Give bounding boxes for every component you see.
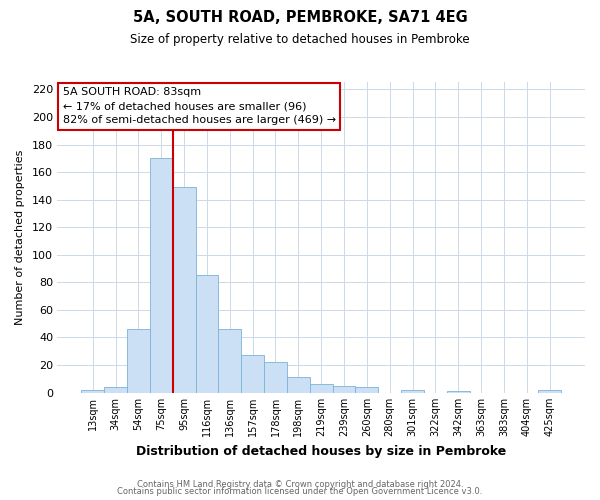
Text: Contains public sector information licensed under the Open Government Licence v3: Contains public sector information licen…	[118, 487, 482, 496]
Bar	[332, 386, 355, 392]
Bar	[287, 378, 310, 392]
Bar	[264, 362, 287, 392]
Bar	[196, 276, 218, 392]
Bar	[310, 384, 332, 392]
X-axis label: Distribution of detached houses by size in Pembroke: Distribution of detached houses by size …	[136, 444, 506, 458]
Bar	[447, 391, 470, 392]
Bar	[401, 390, 424, 392]
Y-axis label: Number of detached properties: Number of detached properties	[15, 150, 25, 325]
Text: Size of property relative to detached houses in Pembroke: Size of property relative to detached ho…	[130, 32, 470, 46]
Bar	[241, 356, 264, 393]
Text: 5A, SOUTH ROAD, PEMBROKE, SA71 4EG: 5A, SOUTH ROAD, PEMBROKE, SA71 4EG	[133, 10, 467, 25]
Text: Contains HM Land Registry data © Crown copyright and database right 2024.: Contains HM Land Registry data © Crown c…	[137, 480, 463, 489]
Bar	[150, 158, 173, 392]
Bar	[173, 188, 196, 392]
Bar	[104, 387, 127, 392]
Bar	[127, 329, 150, 392]
Text: 5A SOUTH ROAD: 83sqm
← 17% of detached houses are smaller (96)
82% of semi-detac: 5A SOUTH ROAD: 83sqm ← 17% of detached h…	[62, 87, 336, 125]
Bar	[218, 329, 241, 392]
Bar	[355, 387, 378, 392]
Bar	[82, 390, 104, 392]
Bar	[538, 390, 561, 392]
